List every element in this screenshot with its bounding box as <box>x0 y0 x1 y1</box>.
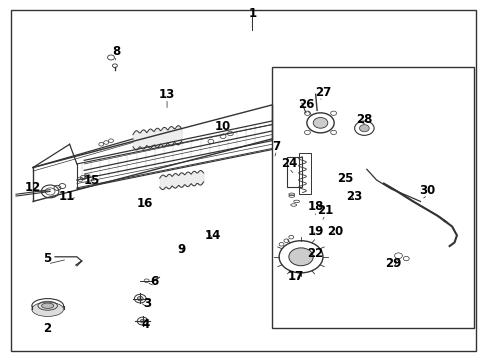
Bar <box>298 153 311 194</box>
Circle shape <box>289 248 313 266</box>
Text: 23: 23 <box>346 190 363 203</box>
Text: 3: 3 <box>144 297 151 310</box>
Text: 29: 29 <box>386 257 402 270</box>
Text: 1: 1 <box>248 8 256 21</box>
Bar <box>272 67 474 328</box>
Text: 14: 14 <box>205 229 221 242</box>
Text: 30: 30 <box>419 184 436 197</box>
Text: 7: 7 <box>272 140 281 153</box>
Text: 10: 10 <box>215 120 231 133</box>
Text: 21: 21 <box>317 204 334 217</box>
Circle shape <box>313 117 328 128</box>
Text: 19: 19 <box>307 225 324 238</box>
Text: 28: 28 <box>356 113 372 126</box>
Circle shape <box>137 296 143 301</box>
Text: 4: 4 <box>141 318 149 331</box>
Text: 20: 20 <box>327 225 343 238</box>
Text: 27: 27 <box>315 86 331 99</box>
Bar <box>288 157 302 187</box>
Circle shape <box>360 125 369 132</box>
Text: 8: 8 <box>112 45 120 58</box>
Text: 5: 5 <box>44 252 52 265</box>
Text: 11: 11 <box>59 190 75 203</box>
Text: 26: 26 <box>298 99 314 112</box>
Circle shape <box>140 319 145 323</box>
Ellipse shape <box>32 302 64 316</box>
Text: 18: 18 <box>307 200 324 213</box>
Text: 13: 13 <box>159 88 175 101</box>
Text: 24: 24 <box>281 157 297 170</box>
Text: 17: 17 <box>288 270 304 283</box>
Text: 15: 15 <box>83 174 99 186</box>
Text: 25: 25 <box>337 172 353 185</box>
Text: 6: 6 <box>151 275 159 288</box>
Text: 16: 16 <box>137 197 153 210</box>
Text: 2: 2 <box>44 322 52 335</box>
Text: 9: 9 <box>177 243 186 256</box>
Text: 12: 12 <box>25 181 41 194</box>
Text: 22: 22 <box>308 247 324 260</box>
Ellipse shape <box>42 303 54 309</box>
